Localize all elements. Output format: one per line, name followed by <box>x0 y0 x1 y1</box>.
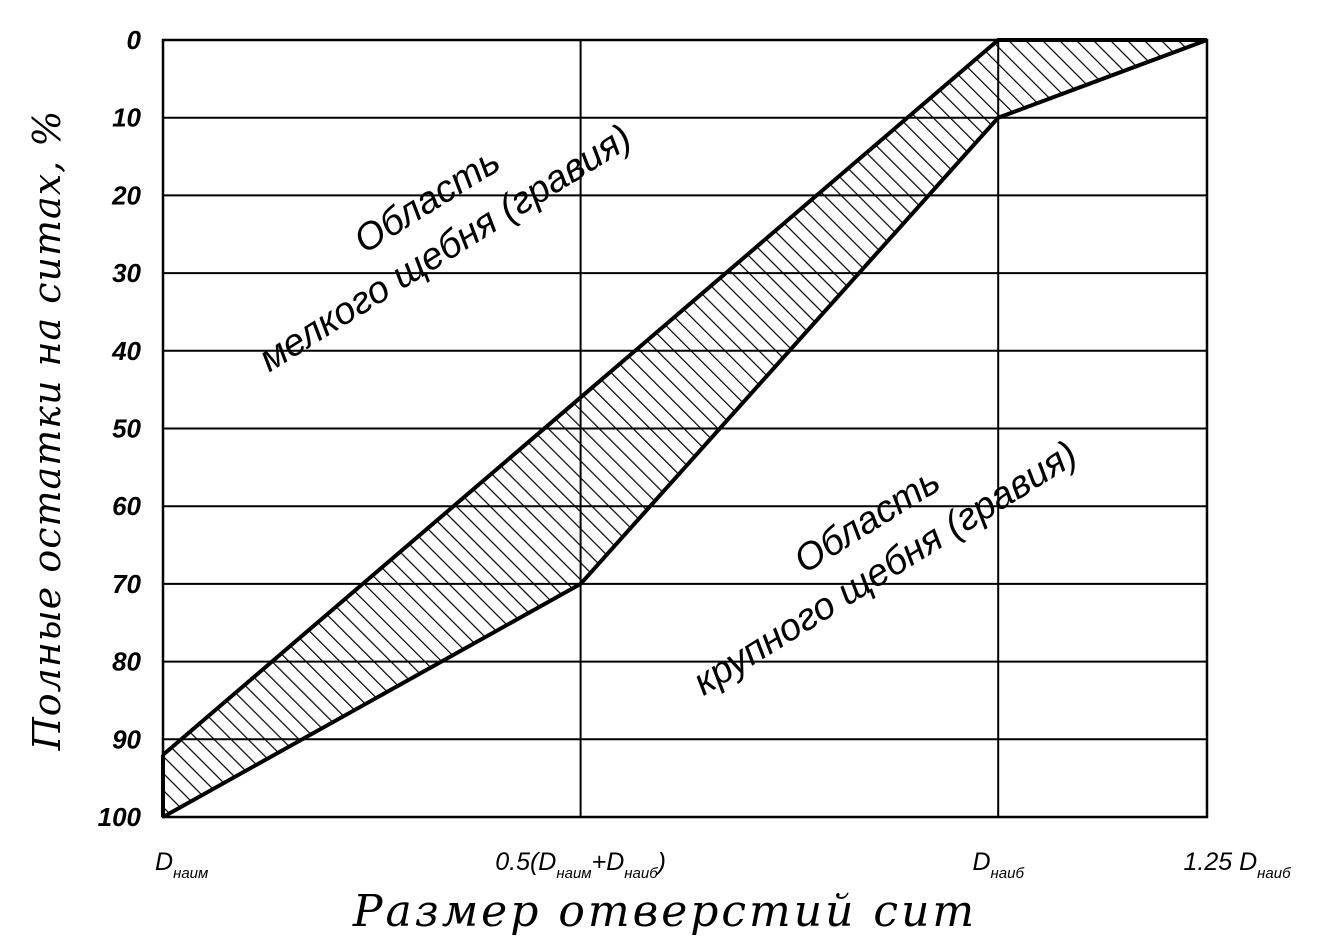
x-tick-1: 0.5(Dнаим+Dнаиб) <box>495 848 666 882</box>
y-tick-100: 100 <box>98 802 142 832</box>
x-tick-0: Dнаим <box>155 848 208 882</box>
y-tick-0: 0 <box>127 25 142 55</box>
y-tick-90: 90 <box>112 724 141 754</box>
x-tick-2: Dнаиб <box>972 848 1024 882</box>
tick-labels: 0 10 20 30 40 50 60 70 80 90 100 Dнаим 0.5(Dнаим+Dна… <box>98 25 1291 882</box>
y-tick-40: 40 <box>111 336 141 366</box>
y-tick-20: 20 <box>111 180 141 210</box>
plot-frame <box>161 38 1209 819</box>
coarse-region-annotation: Область крупного щебня (гравия) <box>686 433 1085 704</box>
y-tick-70: 70 <box>112 569 141 599</box>
grading-band <box>161 38 1209 819</box>
y-axis-label: Полные остатки на ситах, % <box>25 110 69 752</box>
y-tick-60: 60 <box>112 491 141 521</box>
y-tick-10: 10 <box>112 103 141 133</box>
fine-region-annotation: Область мелкого щебня (гравия) <box>252 117 639 381</box>
y-tick-30: 30 <box>112 258 141 288</box>
x-tick-3: 1.25 Dнаиб <box>1183 848 1291 882</box>
coarse-region-label-line2: крупного щебня (гравия) <box>686 433 1085 704</box>
y-tick-80: 80 <box>112 647 141 677</box>
x-axis-label: Размер отверстий сит <box>352 886 977 937</box>
band-fill <box>163 40 1207 817</box>
lower-boundary-line <box>162 38 1208 819</box>
y-tick-50: 50 <box>112 414 141 444</box>
